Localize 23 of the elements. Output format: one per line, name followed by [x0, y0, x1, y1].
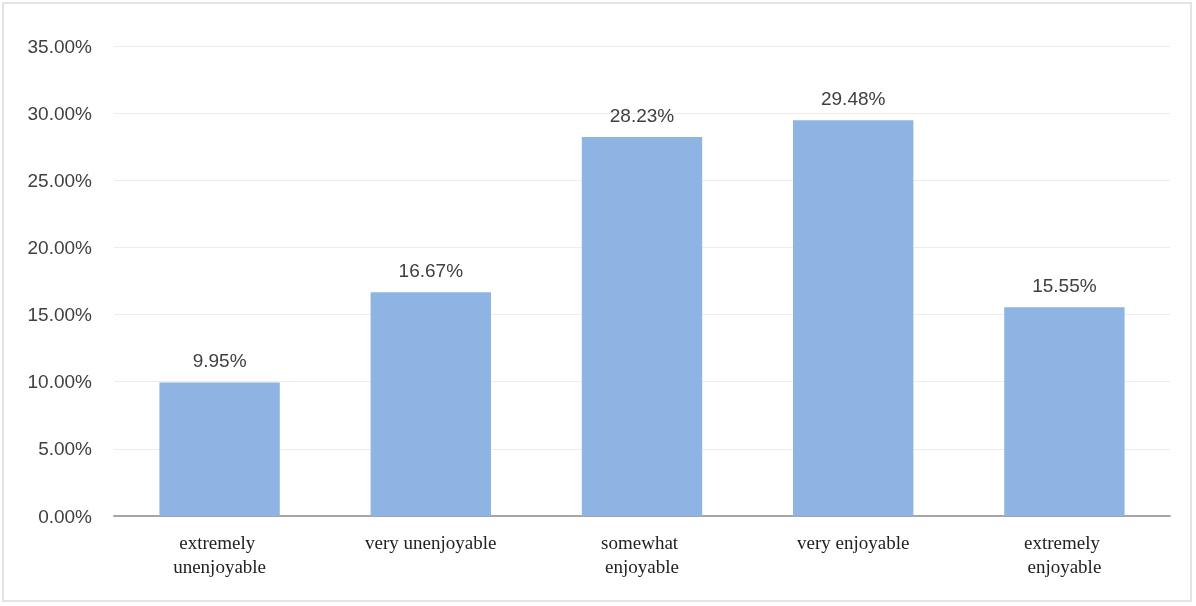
data-label: 9.95% [192, 350, 247, 372]
y-tick-label: 10.00% [27, 371, 93, 393]
bar [793, 120, 914, 516]
y-tick-label: 35.00% [27, 35, 93, 57]
bar [1004, 307, 1125, 516]
y-tick-label: 30.00% [27, 102, 93, 124]
x-tick-label: very enjoyable [797, 531, 910, 553]
y-tick-label: 20.00% [27, 236, 93, 258]
data-label: 15.55% [1032, 275, 1097, 297]
y-tick-label: 15.00% [27, 304, 93, 326]
bar [159, 382, 280, 516]
x-tick-label: very unenjoyable [365, 531, 497, 553]
x-tick-label: extremely unenjoyable [173, 531, 267, 577]
x-tick-label: somewhat enjoyable [601, 531, 683, 577]
bar [370, 292, 491, 516]
x-tick-label: extremely enjoyable [1024, 531, 1105, 577]
y-tick-label: 0.00% [38, 505, 93, 527]
bar [581, 136, 703, 516]
y-tick-label: 5.00% [38, 438, 93, 460]
y-tick-label: 25.00% [27, 169, 93, 191]
data-label: 28.23% [609, 104, 675, 126]
data-label: 29.48% [820, 88, 886, 110]
data-label: 16.67% [398, 260, 464, 282]
